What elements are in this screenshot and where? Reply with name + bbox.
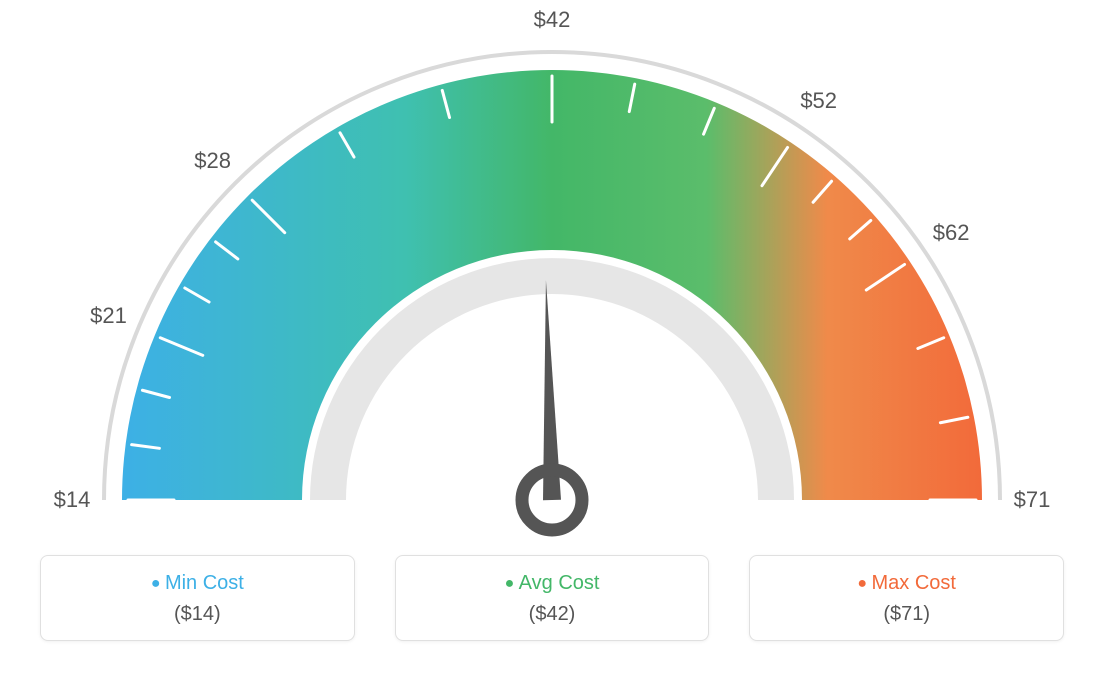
legend-avg-card: Avg Cost ($42) <box>395 555 710 641</box>
gauge-svg <box>0 0 1104 560</box>
legend-max-card: Max Cost ($71) <box>749 555 1064 641</box>
legend-min-value: ($14) <box>51 603 344 626</box>
gauge-tick-label: $21 <box>90 303 127 329</box>
legend-row: Min Cost ($14) Avg Cost ($42) Max Cost (… <box>0 555 1104 641</box>
legend-avg-label: Avg Cost <box>406 572 699 595</box>
legend-avg-value: ($42) <box>406 603 699 626</box>
cost-gauge: $14 $21 $28 $42 $52 $62 $71 <box>0 0 1104 555</box>
legend-min-card: Min Cost ($14) <box>40 555 355 641</box>
legend-max-label: Max Cost <box>760 572 1053 595</box>
legend-min-label: Min Cost <box>51 572 344 595</box>
gauge-tick-label: $28 <box>194 148 231 174</box>
gauge-tick-label: $71 <box>1014 487 1051 513</box>
gauge-tick-label: $14 <box>54 487 91 513</box>
gauge-tick-label: $62 <box>933 220 970 246</box>
legend-max-value: ($71) <box>760 603 1053 626</box>
gauge-tick-label: $42 <box>534 7 571 33</box>
gauge-tick-label: $52 <box>800 88 837 114</box>
